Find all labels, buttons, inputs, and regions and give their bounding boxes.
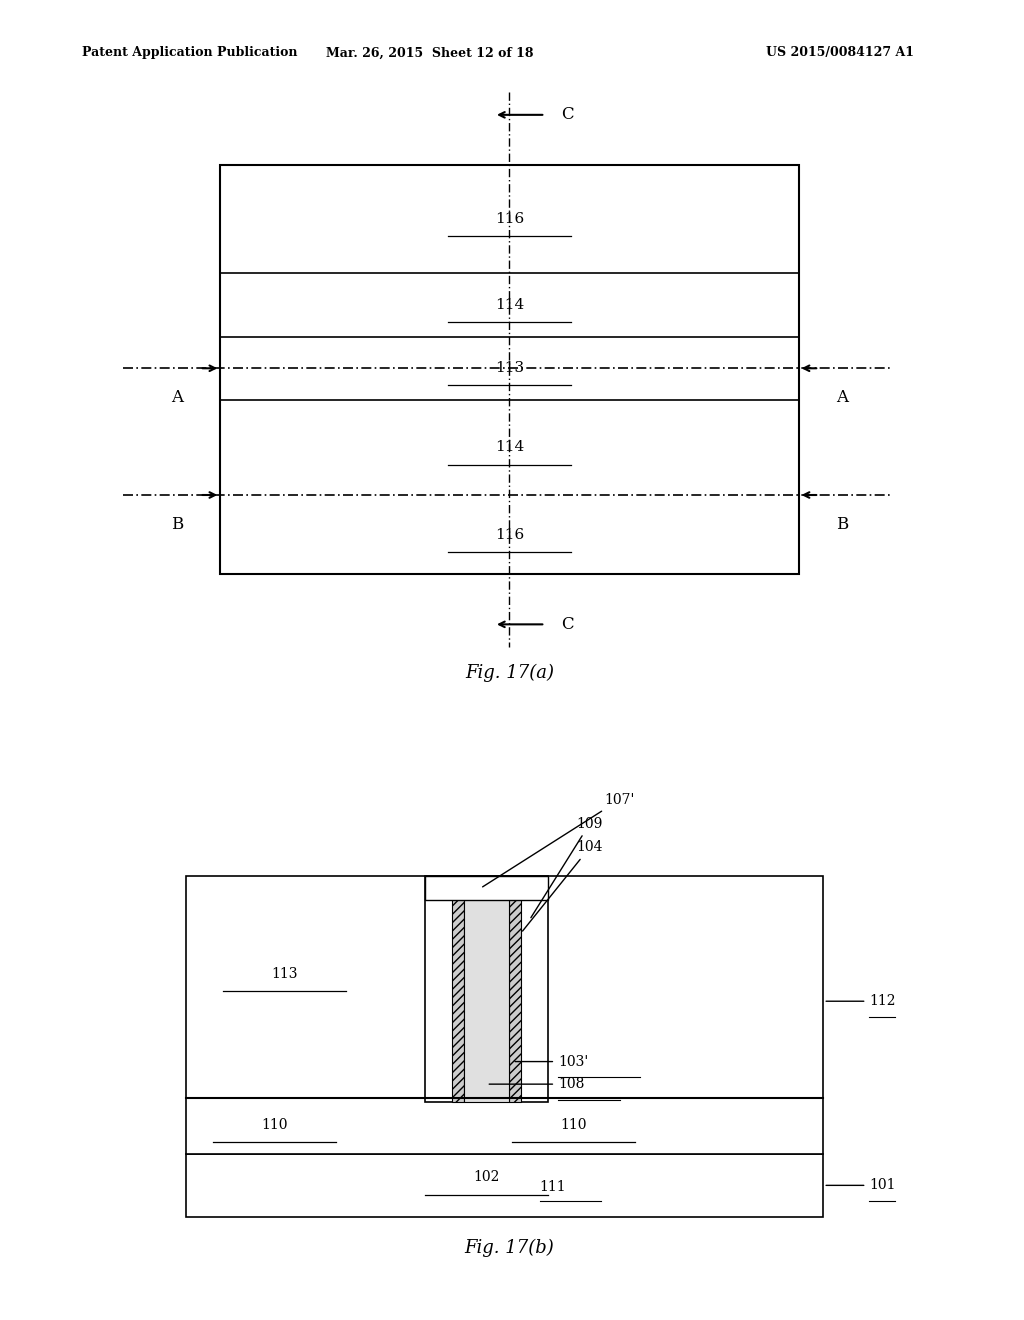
Bar [464,876,509,1102]
Text: A: A [836,389,848,405]
Text: 114: 114 [495,298,524,312]
Bar [509,876,521,1102]
Text: Mar. 26, 2015  Sheet 12 of 18: Mar. 26, 2015 Sheet 12 of 18 [327,46,534,59]
Text: Fig. 17(a): Fig. 17(a) [465,664,554,682]
Text: 111: 111 [540,1180,566,1193]
Text: 112: 112 [826,994,896,1008]
Text: 113: 113 [495,362,524,375]
Text: 116: 116 [495,528,524,541]
Text: Fig. 17(b): Fig. 17(b) [465,1238,554,1257]
Text: 107': 107' [482,793,635,887]
Text: 108: 108 [489,1077,585,1092]
Text: 109: 109 [530,817,603,917]
Bar [452,876,464,1102]
Text: B: B [171,516,183,532]
Bar [186,876,823,1154]
Text: 113: 113 [271,968,298,981]
Text: 116: 116 [495,213,524,226]
Text: 110: 110 [560,1118,587,1131]
Text: C: C [561,616,573,632]
Text: 103': 103' [515,1055,589,1069]
Text: 110: 110 [261,1118,288,1131]
Bar [425,876,548,900]
Text: Patent Application Publication: Patent Application Publication [82,46,297,59]
Text: B: B [836,516,848,532]
Text: 104: 104 [522,841,603,931]
Text: 102: 102 [473,1171,500,1184]
Text: C: C [561,107,573,123]
Text: US 2015/0084127 A1: US 2015/0084127 A1 [766,46,913,59]
Text: A: A [171,389,183,405]
Bar [186,1154,823,1217]
Text: 114: 114 [495,441,524,454]
Text: 101: 101 [826,1179,896,1192]
Bar [425,876,548,1102]
